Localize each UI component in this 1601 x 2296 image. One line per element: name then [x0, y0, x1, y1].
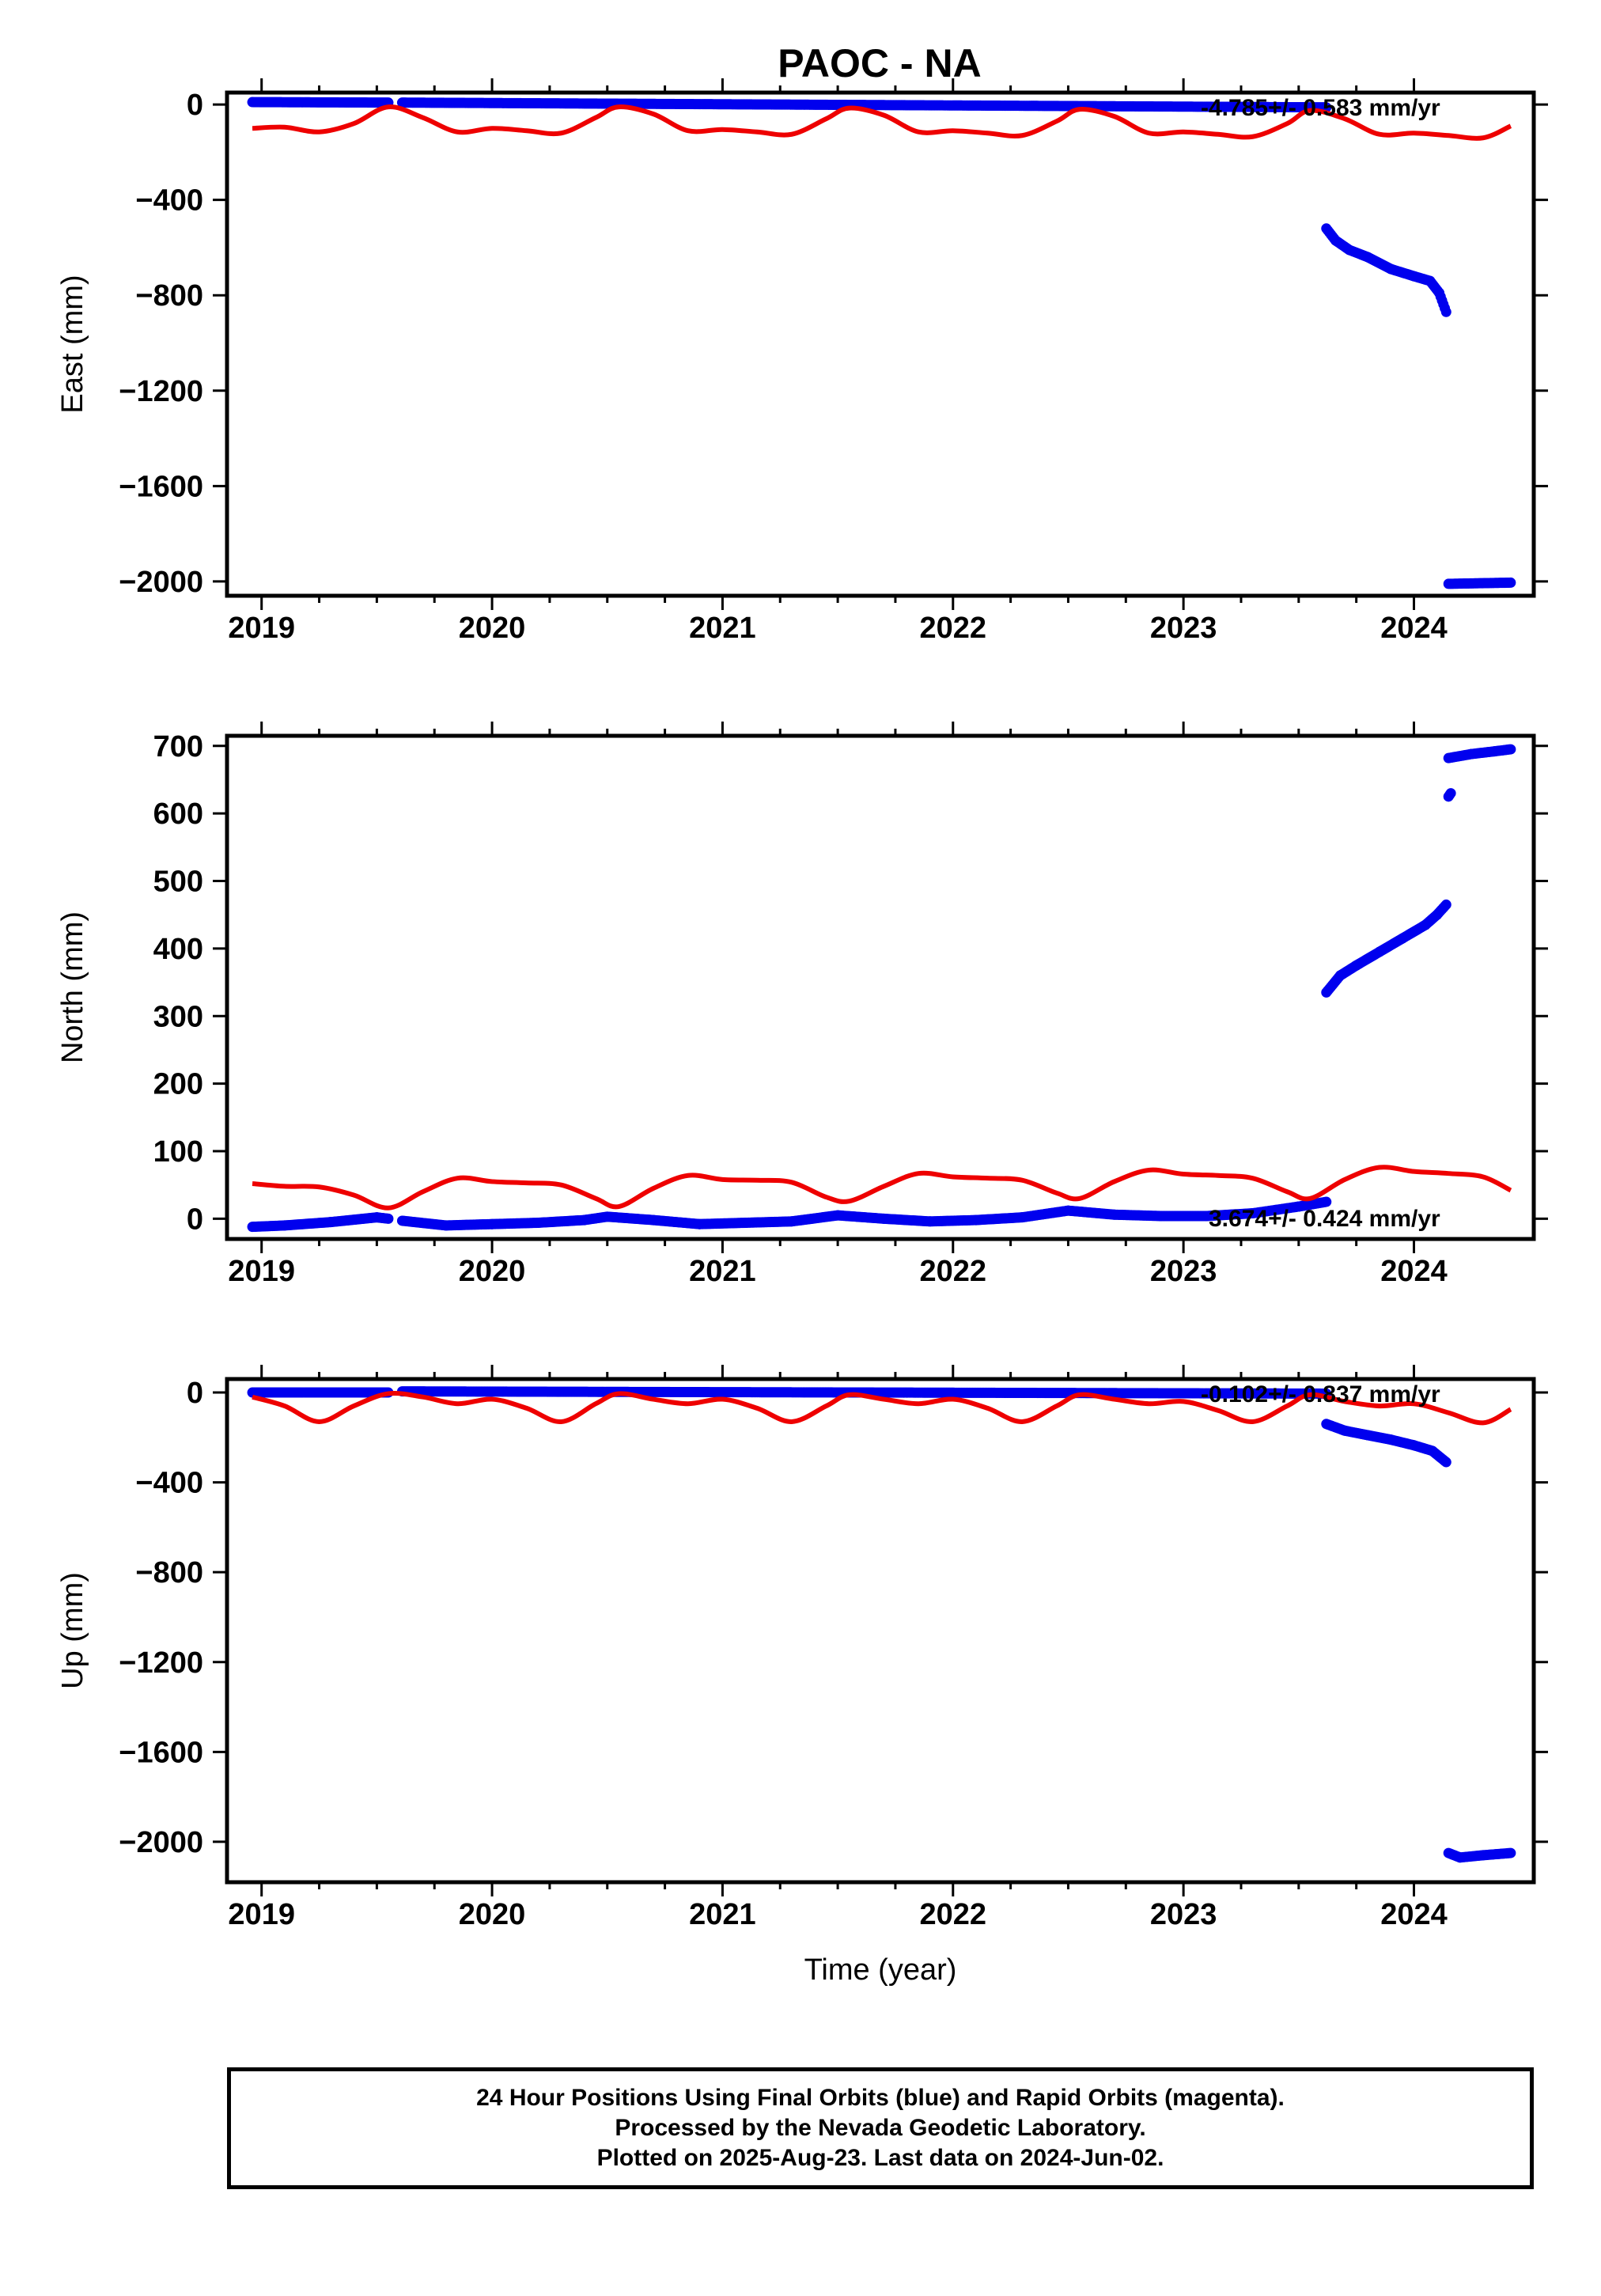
east-xtick-label: 2023 [1150, 612, 1217, 645]
east-xtick-label: 2021 [689, 612, 756, 645]
up-xtick-label: 2020 [459, 1898, 526, 1931]
east-ytick-label: −1600 [119, 470, 203, 503]
up-frame [225, 1377, 1536, 1885]
north-data-point [1505, 744, 1516, 755]
east-ytick-label: −1200 [119, 375, 203, 408]
up-panel: 2019 2020 2021 2022 2023 2024 0 −400 −800 −1200 −1… [56, 1365, 1548, 1987]
east-model-curve [252, 104, 1512, 141]
north-xtick-label: 2019 [228, 1255, 295, 1288]
east-ytick-label: −400 [135, 184, 203, 218]
north-plot-area [247, 744, 1516, 1233]
east-xtick-label: 2024 [1380, 612, 1448, 645]
east-xtick-label: 2019 [228, 612, 295, 645]
up-ytick-label: −400 [135, 1467, 203, 1500]
up-xtick-label: 2021 [689, 1898, 756, 1931]
north-ytick-label: 0 [187, 1203, 203, 1236]
up-ytick-label: 0 [187, 1377, 203, 1410]
chart-title: PAOC - NA [778, 41, 981, 85]
footer-line-1: 24 Hour Positions Using Final Orbits (bl… [476, 2085, 1285, 2111]
north-ytick-label: 500 [153, 866, 203, 899]
north-ytick-label: 700 [153, 730, 203, 763]
east-ytick-label: −2000 [119, 566, 203, 599]
east-frame [225, 90, 1536, 598]
up-ylabel: Up (mm) [56, 1572, 89, 1689]
up-plot-area [247, 1386, 1516, 1863]
north-ytick-label: 300 [153, 1000, 203, 1033]
north-ytick-label: 600 [153, 798, 203, 831]
footer-line-3: Plotted on 2025-Aug-23. Last data on 202… [596, 2145, 1164, 2171]
footer-box: 24 Hour Positions Using Final Orbits (bl… [227, 2067, 1534, 2189]
panels: 2019 2020 2021 2022 2023 2024 0 −400 −800 −1200 −1… [56, 78, 1548, 1987]
north-ylabel: North (mm) [56, 911, 89, 1063]
north-ytick-label: 100 [153, 1135, 203, 1169]
up-ytick-label: −800 [135, 1556, 203, 1589]
north-data-point [1445, 788, 1456, 799]
east-plot-area [247, 97, 1516, 589]
north-frame [225, 733, 1536, 1241]
up-xtick-label: 2019 [228, 1898, 295, 1931]
east-ylabel: East (mm) [56, 275, 89, 413]
north-xtick-label: 2023 [1150, 1255, 1217, 1288]
east-data-point [1440, 306, 1451, 317]
up-data-point [1440, 1457, 1451, 1468]
north-model-curve [252, 1165, 1512, 1211]
east-panel: 2019 2020 2021 2022 2023 2024 0 −400 −800 −1200 −1… [56, 78, 1548, 645]
up-ytick-label: −1200 [119, 1646, 203, 1680]
north-xtick-label: 2022 [920, 1255, 987, 1288]
north-xtick-label: 2021 [689, 1255, 756, 1288]
up-data-series [247, 1386, 1516, 1863]
footer-line-2: Processed by the Nevada Geodetic Laborat… [615, 2115, 1146, 2141]
north-ytick-label: 200 [153, 1068, 203, 1101]
east-data-series [247, 97, 1516, 589]
east-ytick-label: −800 [135, 279, 203, 313]
up-xtick-label: 2023 [1150, 1898, 1217, 1931]
up-ytick-label: −1600 [119, 1736, 203, 1769]
east-ytick-label: 0 [187, 89, 203, 122]
north-panel: 2019 2020 2021 2022 2023 2024 0 100 200 300 400 500… [56, 722, 1548, 1288]
east-rate-label: -4.785+/- 0.583 mm/yr [1201, 95, 1440, 121]
north-ytick-label: 400 [153, 933, 203, 966]
north-xtick-label: 2024 [1380, 1255, 1448, 1288]
up-xtick-label: 2022 [920, 1898, 987, 1931]
up-rate-label: -0.102+/- 0.837 mm/yr [1201, 1381, 1440, 1408]
north-rate-label: 3.674+/- 0.424 mm/yr [1209, 1206, 1440, 1232]
north-data-point [383, 1213, 394, 1224]
north-xtick-label: 2020 [459, 1255, 526, 1288]
north-data-point [1440, 899, 1451, 910]
up-ytick-label: −2000 [119, 1826, 203, 1859]
up-xlabel: Time (year) [804, 1953, 957, 1987]
up-data-point [1505, 1847, 1516, 1858]
up-xtick-label: 2024 [1380, 1898, 1448, 1931]
up-model-curve [252, 1391, 1512, 1426]
north-data-series [247, 744, 1516, 1233]
north-data-point [1321, 1196, 1332, 1207]
east-xtick-label: 2022 [920, 612, 987, 645]
east-data-point [1505, 577, 1516, 588]
east-xtick-label: 2020 [459, 612, 526, 645]
